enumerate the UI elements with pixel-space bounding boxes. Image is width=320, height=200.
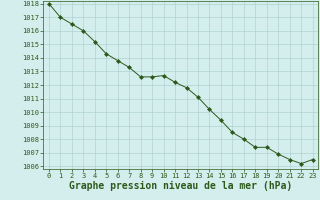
X-axis label: Graphe pression niveau de la mer (hPa): Graphe pression niveau de la mer (hPa) — [69, 181, 292, 191]
